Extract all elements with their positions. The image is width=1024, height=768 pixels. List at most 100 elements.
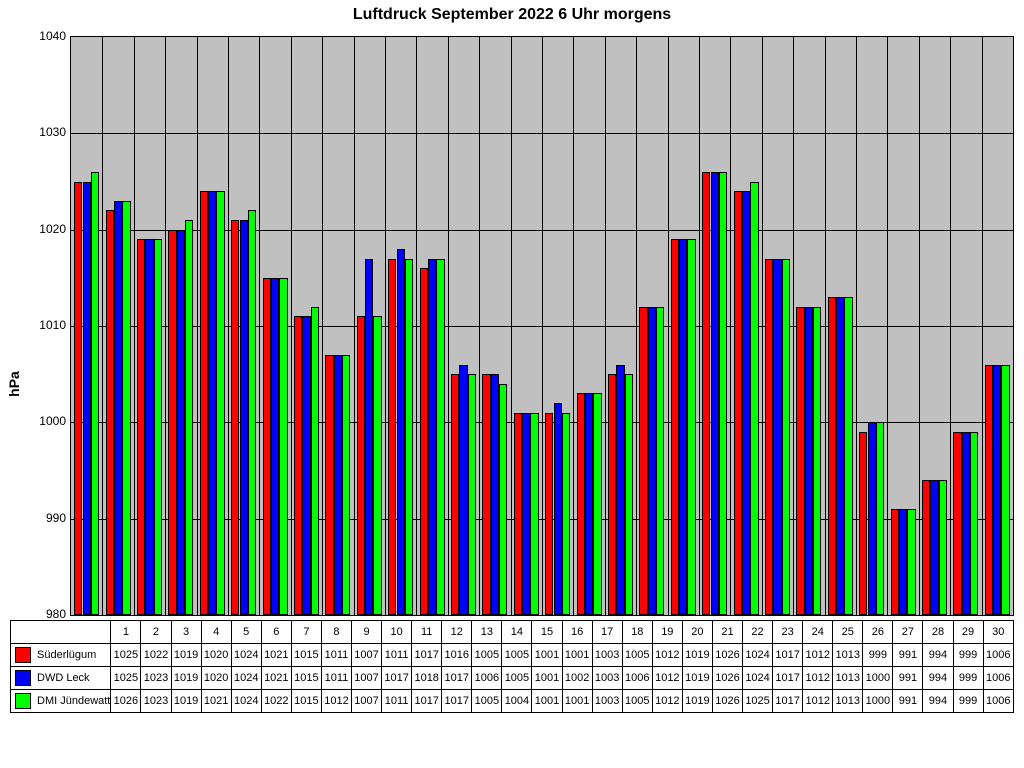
legend-label: Süderlügum bbox=[37, 649, 96, 661]
bar bbox=[342, 355, 350, 615]
day-header: 10 bbox=[382, 621, 412, 644]
bar bbox=[365, 259, 373, 615]
data-cell: 1017 bbox=[773, 667, 803, 690]
day-header: 20 bbox=[682, 621, 712, 644]
bar bbox=[83, 182, 91, 616]
bar bbox=[734, 191, 742, 615]
bar bbox=[208, 191, 216, 615]
data-cell: 1013 bbox=[833, 644, 863, 667]
day-header: 22 bbox=[743, 621, 773, 644]
bar bbox=[279, 278, 287, 615]
bar bbox=[719, 172, 727, 615]
day-header: 24 bbox=[803, 621, 833, 644]
data-cell: 1024 bbox=[231, 690, 261, 713]
bar bbox=[805, 307, 813, 615]
data-cell: 1025 bbox=[111, 644, 141, 667]
data-cell: 1005 bbox=[502, 667, 532, 690]
data-cell: 1019 bbox=[171, 644, 201, 667]
bar bbox=[514, 413, 522, 615]
data-cell: 1025 bbox=[743, 690, 773, 713]
bar bbox=[373, 316, 381, 615]
chart-title: Luftdruck September 2022 6 Uhr morgens bbox=[0, 6, 1024, 24]
data-cell: 999 bbox=[953, 644, 983, 667]
bar bbox=[459, 365, 467, 615]
data-cell: 999 bbox=[953, 690, 983, 713]
data-cell: 1001 bbox=[562, 690, 592, 713]
bar bbox=[122, 201, 130, 615]
data-cell: 994 bbox=[923, 644, 953, 667]
bar bbox=[499, 384, 507, 615]
bar bbox=[405, 259, 413, 615]
data-cell: 991 bbox=[893, 644, 923, 667]
bar bbox=[742, 191, 750, 615]
bar bbox=[106, 210, 114, 615]
plot-area bbox=[70, 36, 1014, 616]
data-cell: 1017 bbox=[412, 644, 442, 667]
day-header: 7 bbox=[291, 621, 321, 644]
data-cell: 1001 bbox=[562, 644, 592, 667]
data-cell: 1023 bbox=[141, 690, 171, 713]
data-cell: 1022 bbox=[141, 644, 171, 667]
data-cell: 1005 bbox=[622, 690, 652, 713]
bar bbox=[782, 259, 790, 615]
data-cell: 1011 bbox=[382, 644, 412, 667]
day-header: 6 bbox=[261, 621, 291, 644]
bar bbox=[585, 393, 593, 615]
data-cell: 1007 bbox=[352, 667, 382, 690]
day-header: 21 bbox=[712, 621, 742, 644]
data-cell: 1018 bbox=[412, 667, 442, 690]
data-cell: 1020 bbox=[201, 667, 231, 690]
data-cell: 1017 bbox=[442, 667, 472, 690]
bar bbox=[679, 239, 687, 615]
bar bbox=[562, 413, 570, 615]
data-cell: 1012 bbox=[652, 690, 682, 713]
data-cell: 1012 bbox=[803, 667, 833, 690]
data-cell: 1021 bbox=[201, 690, 231, 713]
data-cell: 1012 bbox=[321, 690, 351, 713]
bar bbox=[154, 239, 162, 615]
data-cell: 1015 bbox=[291, 690, 321, 713]
bar bbox=[773, 259, 781, 615]
bar bbox=[185, 220, 193, 615]
data-cell: 1023 bbox=[141, 667, 171, 690]
day-header: 11 bbox=[412, 621, 442, 644]
y-tick-label: 1010 bbox=[30, 318, 66, 332]
bar bbox=[168, 230, 176, 615]
legend-swatch bbox=[15, 647, 31, 663]
bar bbox=[656, 307, 664, 615]
bar bbox=[397, 249, 405, 615]
bar bbox=[930, 480, 938, 615]
data-cell: 999 bbox=[863, 644, 893, 667]
data-cell: 1021 bbox=[261, 644, 291, 667]
legend-swatch bbox=[15, 693, 31, 709]
day-header: 26 bbox=[863, 621, 893, 644]
data-table: 1234567891011121314151617181920212223242… bbox=[10, 620, 1014, 713]
bar bbox=[765, 259, 773, 615]
bar bbox=[616, 365, 624, 615]
day-header: 18 bbox=[622, 621, 652, 644]
data-cell: 1017 bbox=[773, 644, 803, 667]
bar bbox=[248, 210, 256, 615]
data-cell: 1012 bbox=[652, 667, 682, 690]
data-cell: 1005 bbox=[502, 644, 532, 667]
bar bbox=[970, 432, 978, 615]
bar bbox=[311, 307, 319, 615]
y-axis-label: hPa bbox=[6, 371, 22, 397]
bar bbox=[451, 374, 459, 615]
data-cell: 1006 bbox=[622, 667, 652, 690]
data-cell: 1016 bbox=[442, 644, 472, 667]
data-cell: 1000 bbox=[863, 667, 893, 690]
bar bbox=[639, 307, 647, 615]
bar bbox=[114, 201, 122, 615]
data-cell: 1024 bbox=[743, 667, 773, 690]
data-cell: 1019 bbox=[171, 690, 201, 713]
data-cell: 1015 bbox=[291, 644, 321, 667]
data-cell: 1021 bbox=[261, 667, 291, 690]
data-cell: 1012 bbox=[803, 690, 833, 713]
data-cell: 1013 bbox=[833, 667, 863, 690]
data-cell: 1026 bbox=[712, 667, 742, 690]
data-cell: 991 bbox=[893, 690, 923, 713]
bar bbox=[491, 374, 499, 615]
bar bbox=[922, 480, 930, 615]
data-cell: 1006 bbox=[983, 667, 1013, 690]
